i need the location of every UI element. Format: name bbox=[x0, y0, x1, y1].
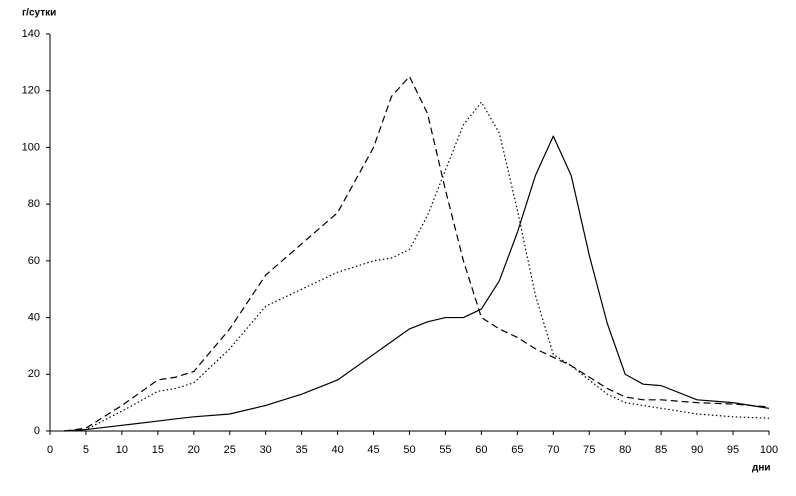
x-tick-label: 20 bbox=[188, 444, 200, 456]
x-tick-label: 45 bbox=[367, 444, 379, 456]
y-tick-label: 60 bbox=[28, 255, 40, 267]
x-tick-label: 60 bbox=[475, 444, 487, 456]
x-tick-label: 35 bbox=[296, 444, 308, 456]
x-tick-label: 15 bbox=[152, 444, 164, 456]
x-tick-label: 75 bbox=[583, 444, 595, 456]
x-tick-label: 50 bbox=[403, 444, 415, 456]
x-tick-label: 80 bbox=[619, 444, 631, 456]
y-tick-label: 40 bbox=[28, 311, 40, 323]
x-tick-label: 85 bbox=[655, 444, 667, 456]
x-axis-label: дни bbox=[752, 463, 771, 474]
x-tick-label: 100 bbox=[760, 444, 778, 456]
x-tick-label: 70 bbox=[547, 444, 559, 456]
x-tick-label: 10 bbox=[116, 444, 128, 456]
x-tick-label: 40 bbox=[331, 444, 343, 456]
x-tick-label: 25 bbox=[224, 444, 236, 456]
y-tick-label: 80 bbox=[28, 198, 40, 210]
y-axis-label: г/сутки bbox=[22, 8, 56, 19]
y-tick-label: 20 bbox=[28, 368, 40, 380]
y-tick-label: 120 bbox=[22, 85, 40, 97]
y-tick-label: 100 bbox=[22, 141, 40, 153]
x-tick-label: 95 bbox=[727, 444, 739, 456]
x-tick-label: 30 bbox=[260, 444, 272, 456]
x-tick-label: 0 bbox=[47, 444, 53, 456]
x-tick-label: 65 bbox=[511, 444, 523, 456]
x-tick-label: 90 bbox=[691, 444, 703, 456]
series-line bbox=[64, 101, 770, 432]
x-tick-label: 5 bbox=[83, 444, 89, 456]
y-tick-label: 140 bbox=[22, 28, 40, 40]
x-tick-label: 55 bbox=[439, 444, 451, 456]
series-line bbox=[64, 135, 770, 432]
series-line bbox=[64, 75, 770, 432]
y-tick-label: 0 bbox=[34, 425, 40, 437]
